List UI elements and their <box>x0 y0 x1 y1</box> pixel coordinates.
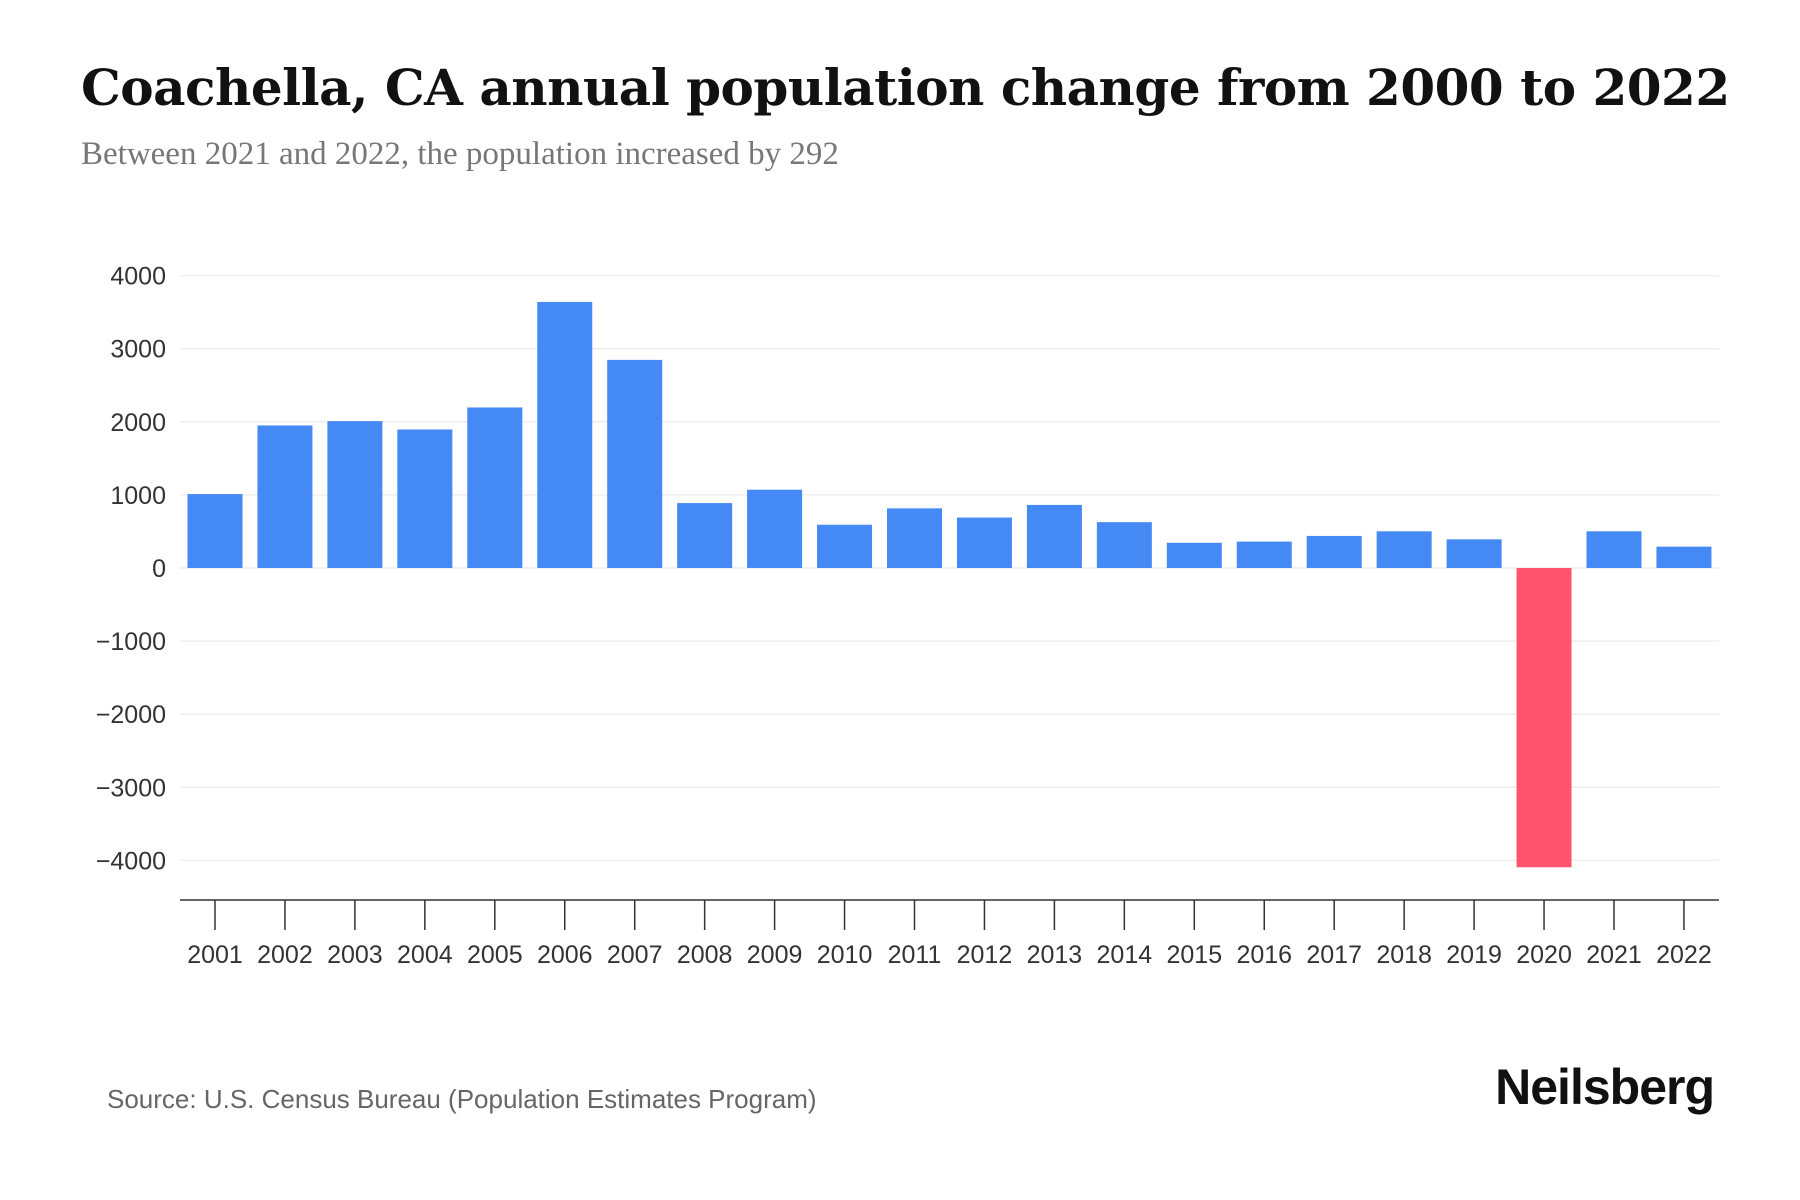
y-tick-label: −1000 <box>96 628 166 656</box>
y-tick-label: 0 <box>152 555 166 583</box>
x-tick-label: 2010 <box>817 941 873 969</box>
y-tick-label: 1000 <box>110 482 166 510</box>
x-tick-label: 2007 <box>607 941 663 969</box>
x-tick-label: 2003 <box>327 941 383 969</box>
bar-2006 <box>537 301 593 568</box>
bar-2012 <box>956 517 1012 568</box>
bar-2005 <box>467 407 523 568</box>
bar-2020 <box>1516 568 1572 868</box>
x-tick-label: 2008 <box>677 941 733 969</box>
x-tick-label: 2016 <box>1236 941 1292 969</box>
bar-2010 <box>817 524 873 568</box>
bar-2015 <box>1166 542 1222 568</box>
bar-2009 <box>747 489 803 568</box>
x-tick-label: 2005 <box>467 941 523 969</box>
bar-2002 <box>257 425 313 568</box>
x-tick-label: 2006 <box>537 941 593 969</box>
x-tick-label: 2021 <box>1586 941 1642 969</box>
y-tick-label: 2000 <box>110 409 166 437</box>
y-tick-label: −3000 <box>96 774 166 802</box>
x-tick-label: 2022 <box>1656 941 1712 969</box>
y-tick-label: −4000 <box>96 847 166 875</box>
source-note: Source: U.S. Census Bureau (Population E… <box>107 1084 817 1114</box>
x-tick-label: 2020 <box>1516 941 1572 969</box>
y-tick-label: −2000 <box>96 701 166 729</box>
x-tick-label: 2018 <box>1376 941 1432 969</box>
bar-2017 <box>1306 535 1362 568</box>
bar-2016 <box>1236 541 1292 568</box>
bar-2008 <box>677 503 733 568</box>
x-tick-label: 2009 <box>747 941 803 969</box>
x-tick-label: 2012 <box>957 941 1013 969</box>
x-tick-label: 2011 <box>888 941 942 969</box>
bar-2019 <box>1446 539 1502 568</box>
chart-subtitle: Between 2021 and 2022, the population in… <box>81 136 839 172</box>
x-tick-label: 2004 <box>397 941 453 969</box>
bar-2013 <box>1026 504 1082 568</box>
bar-2004 <box>397 429 453 568</box>
bar-2018 <box>1376 531 1432 568</box>
x-tick-label: 2002 <box>257 941 313 969</box>
bar-2022 <box>1656 546 1712 568</box>
x-tick-label: 2015 <box>1166 941 1222 969</box>
x-tick-label: 2014 <box>1097 941 1153 969</box>
y-tick-label: 4000 <box>110 263 166 291</box>
neilsberg-logo: Neilsberg <box>1495 1059 1715 1115</box>
bar-2007 <box>607 359 663 568</box>
x-tick-label: 2019 <box>1446 941 1502 969</box>
bar-2021 <box>1586 531 1642 568</box>
bar-2011 <box>887 508 942 568</box>
bar-2003 <box>327 421 383 568</box>
x-tick-label: 2001 <box>187 941 243 969</box>
y-tick-label: 3000 <box>110 336 166 364</box>
chart-title: Coachella, CA annual population change f… <box>81 58 1730 117</box>
x-tick-label: 2013 <box>1027 941 1083 969</box>
bar-2014 <box>1096 522 1152 568</box>
bar-2001 <box>187 494 243 568</box>
x-tick-label: 2017 <box>1306 941 1362 969</box>
